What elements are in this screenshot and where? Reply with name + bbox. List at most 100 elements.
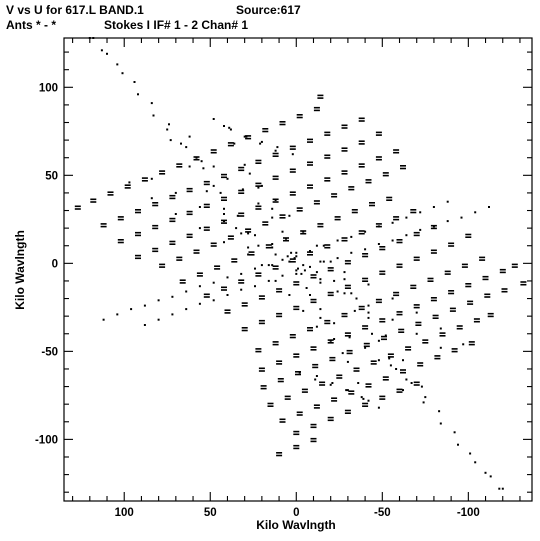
uv-point: [143, 324, 146, 326]
uv-point: [351, 209, 358, 211]
uv-point: [223, 213, 225, 215]
x-tick-label: 0: [293, 507, 299, 519]
uv-point: [310, 423, 317, 426]
uv-point: [313, 404, 320, 406]
uv-point: [419, 211, 422, 214]
uv-point: [128, 181, 131, 184]
uv-point: [243, 163, 246, 166]
uv-point: [231, 261, 238, 263]
uv-point: [453, 431, 456, 434]
uv-point: [221, 219, 227, 222]
uv-point: [255, 182, 262, 185]
uv-point: [432, 314, 439, 317]
uv-point: [296, 114, 303, 116]
uv-point: [281, 258, 284, 261]
uv-point: [313, 106, 320, 109]
uv-point: [430, 299, 437, 302]
uv-point: [319, 308, 322, 311]
uv-point: [300, 230, 307, 232]
uv-point: [362, 253, 369, 255]
uv-point: [329, 359, 336, 362]
uv-point: [329, 383, 332, 386]
uv-point: [245, 228, 252, 230]
uv-point: [255, 185, 262, 187]
uv-point: [487, 312, 494, 315]
uv-point: [367, 311, 370, 314]
uv-point: [259, 142, 262, 145]
uv-point: [327, 269, 334, 272]
uv-point: [387, 356, 394, 358]
uv-point: [344, 409, 351, 412]
uv-point: [279, 418, 286, 421]
uv-point: [346, 389, 349, 392]
uv-point: [296, 210, 303, 212]
uv-point: [375, 298, 382, 301]
uv-point: [393, 294, 400, 297]
uv-point: [388, 357, 391, 360]
uv-point: [367, 283, 370, 286]
uv-point: [152, 114, 155, 117]
uv-point: [362, 405, 369, 407]
uv-point: [398, 331, 405, 333]
uv-point: [396, 239, 403, 241]
uv-point: [196, 272, 203, 274]
uv-point: [345, 389, 348, 392]
uv-point: [295, 272, 298, 275]
uv-point: [221, 199, 227, 201]
uv-point: [100, 223, 107, 225]
uv-point: [310, 437, 317, 440]
uv-point: [317, 223, 324, 225]
uv-point: [302, 309, 305, 312]
uv-point: [396, 263, 403, 266]
uv-point: [391, 297, 394, 300]
uv-point: [176, 166, 183, 168]
uv-point: [289, 194, 296, 196]
uv-point: [333, 279, 336, 282]
uv-point: [419, 228, 422, 231]
plot-frame: [63, 37, 533, 502]
uv-point: [351, 211, 358, 214]
uv-point: [422, 342, 429, 344]
x-axis-label: Kilo Wavlngth: [256, 518, 336, 532]
uv-point: [358, 143, 365, 145]
uv-point: [267, 402, 274, 405]
uv-point: [413, 384, 420, 386]
uv-point: [135, 231, 141, 234]
uv-point: [169, 240, 176, 243]
uv-point: [260, 264, 263, 267]
uv-point: [501, 487, 504, 490]
uv-point: [396, 311, 403, 313]
uv-point: [336, 377, 343, 379]
uv-point: [289, 336, 296, 339]
uv-point: [415, 332, 418, 335]
uv-point: [200, 160, 203, 163]
uv-point: [375, 156, 382, 158]
uv-point: [212, 299, 215, 302]
uv-point: [293, 433, 300, 436]
uv-point: [362, 402, 369, 405]
uv-point: [186, 190, 193, 193]
title-line1-left: V vs U for 617.L BAND.1: [6, 3, 144, 17]
uv-point: [313, 109, 320, 112]
uv-point: [248, 172, 251, 175]
uv-point: [203, 296, 210, 298]
uv-point: [358, 166, 365, 168]
uv-point: [210, 242, 217, 245]
uv-point: [432, 317, 439, 319]
uv-point: [402, 389, 404, 392]
uv-point: [444, 270, 451, 273]
uv-point: [245, 135, 252, 137]
uv-point: [293, 281, 300, 283]
uv-point: [152, 247, 159, 250]
uv-point: [444, 273, 451, 275]
uv-point: [171, 313, 174, 316]
uv-point: [238, 169, 245, 172]
uv-point: [186, 213, 193, 216]
uv-point: [315, 325, 318, 328]
uv-point: [324, 131, 331, 134]
uv-point: [319, 316, 322, 319]
uv-point: [272, 175, 279, 178]
uv-point: [203, 203, 210, 206]
uv-point: [449, 307, 456, 310]
